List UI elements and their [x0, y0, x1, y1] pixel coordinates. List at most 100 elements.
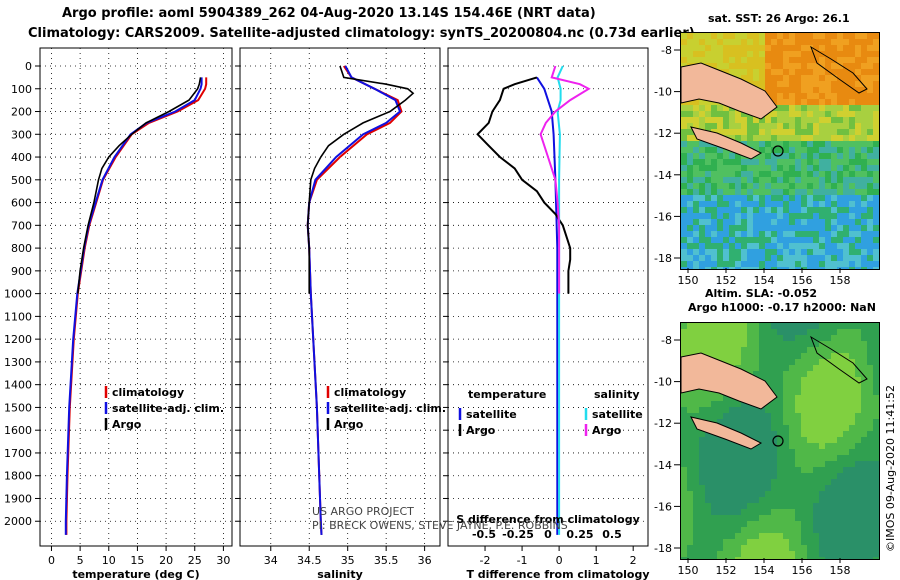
depth-tick-label: 500 [11, 174, 32, 187]
depth-tick-label: 1400 [4, 379, 32, 392]
series-line-t-argo [476, 76, 572, 294]
legend-label: Argo [112, 418, 142, 431]
legend-label: satellite [592, 408, 643, 421]
lon-tick-label: 150 [678, 274, 699, 287]
depth-tick-label: 600 [11, 197, 32, 210]
series-line-t-satellite [536, 76, 559, 535]
x-tick-label: 35.5 [374, 554, 399, 567]
lon-tick-label: 156 [792, 274, 813, 287]
lon-tick-label: 152 [716, 274, 737, 287]
x-axis-label: temperature (deg C) [72, 568, 199, 580]
depth-tick-label: 100 [11, 83, 32, 96]
x-tick-label: 25 [188, 554, 202, 567]
secondary-x-tick-label: 0.5 [602, 528, 622, 541]
depth-tick-label: 800 [11, 242, 32, 255]
secondary-x-tick-label: -0.5 [472, 528, 496, 541]
argo-float-marker [772, 145, 784, 157]
lon-tick-label: 154 [754, 564, 775, 577]
land-islands [690, 416, 763, 450]
sla-title-1: Altim. SLA: -0.052 [705, 287, 818, 300]
legend-label: satellite-adj. clim. [334, 402, 446, 415]
lon-tick-label: 158 [830, 274, 851, 287]
argo-float-marker [772, 435, 784, 447]
x-tick-label: 35 [341, 554, 355, 567]
legend-header-temperature: temperature [468, 388, 546, 401]
series-line-s-satellite [556, 65, 564, 535]
lon-tick-label: 156 [792, 564, 813, 577]
depth-tick-label: 400 [11, 151, 32, 164]
x-tick-label: 34.5 [297, 554, 322, 567]
depth-tick-label: 900 [11, 265, 32, 278]
x-tick-label: -1 [517, 554, 528, 567]
series-line-satellite-adj.-clim. [64, 77, 203, 535]
legend-label: Argo [592, 424, 622, 437]
x-tick-label: 0 [556, 554, 563, 567]
land-solomons [810, 45, 868, 94]
title-line-1: Argo profile: aoml 5904389_262 04-Aug-20… [62, 6, 596, 21]
land-png [681, 352, 778, 410]
panel-frame [447, 47, 649, 547]
depth-tick-label: 700 [11, 219, 32, 232]
depth-tick-label: 300 [11, 128, 32, 141]
x-tick-label: 2 [630, 554, 637, 567]
sst-title: sat. SST: 26 Argo: 26.1 [708, 12, 850, 25]
depth-tick-label: 1000 [4, 288, 32, 301]
profile-charts: 0100200300400500600700800900100011001200… [4, 47, 650, 580]
depth-tick-label: 1500 [4, 401, 32, 414]
depth-tick-label: 0 [25, 60, 32, 73]
series-line-climatology [306, 65, 403, 535]
legend-label: Argo [466, 424, 496, 437]
legend-label: climatology [334, 386, 406, 399]
x-axis-label: salinity [317, 568, 363, 580]
legend-header-salinity: salinity [594, 388, 640, 401]
secondary-x-tick-label: 0.25 [566, 528, 593, 541]
x-tick-label: 15 [130, 554, 144, 567]
panel-frame [239, 47, 441, 547]
panel-frame [39, 47, 233, 547]
legend-label: Argo [334, 418, 364, 431]
series-line-satellite-adj.-clim. [306, 65, 402, 535]
secondary-x-label: S difference from climatology [456, 513, 640, 526]
x-tick-label: -2 [480, 554, 491, 567]
secondary-x-tick-label: 0 [544, 528, 552, 541]
x-tick-label: 0 [48, 554, 55, 567]
land-islands [690, 126, 763, 160]
depth-tick-label: 1100 [4, 310, 32, 323]
imos-stamp: ©IMOS 09-Aug-2020 11:41:52 [884, 385, 897, 552]
series-line-argo [77, 77, 202, 294]
series-line-argo [306, 65, 415, 294]
lon-tick-label: 154 [754, 274, 775, 287]
depth-tick-label: 200 [11, 106, 32, 119]
legend-label: climatology [112, 386, 184, 399]
x-tick-label: 1 [593, 554, 600, 567]
x-tick-label: 10 [102, 554, 116, 567]
x-tick-label: 5 [77, 554, 84, 567]
depth-tick-label: 1600 [4, 424, 32, 437]
x-tick-label: 34 [264, 554, 278, 567]
land-png [681, 62, 778, 120]
secondary-x-tick-label: -0.25 [502, 528, 534, 541]
legend-label: satellite [466, 408, 517, 421]
x-axis-label: T difference from climatology [466, 568, 649, 580]
sst-map [680, 32, 880, 270]
pi-note: PI: BRECK OWENS, STEVE JAYNE, P.E. ROBBI… [312, 519, 568, 532]
depth-tick-label: 1800 [4, 470, 32, 483]
series-line-climatology [65, 77, 208, 535]
sla-map [680, 322, 880, 560]
depth-tick-label: 1200 [4, 333, 32, 346]
x-tick-label: 20 [159, 554, 173, 567]
depth-tick-label: 1900 [4, 492, 32, 505]
project-note: US ARGO PROJECT [312, 505, 414, 518]
title-line-2: Climatology: CARS2009. Satellite-adjuste… [28, 26, 695, 41]
depth-tick-label: 1700 [4, 447, 32, 460]
depth-tick-label: 2000 [4, 515, 32, 528]
x-tick-label: 36 [418, 554, 432, 567]
land-solomons [810, 335, 868, 384]
lon-tick-label: 158 [830, 564, 851, 577]
legend-label: satellite-adj. clim. [112, 402, 224, 415]
lon-tick-label: 150 [678, 564, 699, 577]
lon-tick-label: 152 [716, 564, 737, 577]
depth-tick-label: 1300 [4, 356, 32, 369]
sla-title-2: Argo h1000: -0.17 h2000: NaN [688, 301, 876, 314]
x-tick-label: 30 [216, 554, 230, 567]
